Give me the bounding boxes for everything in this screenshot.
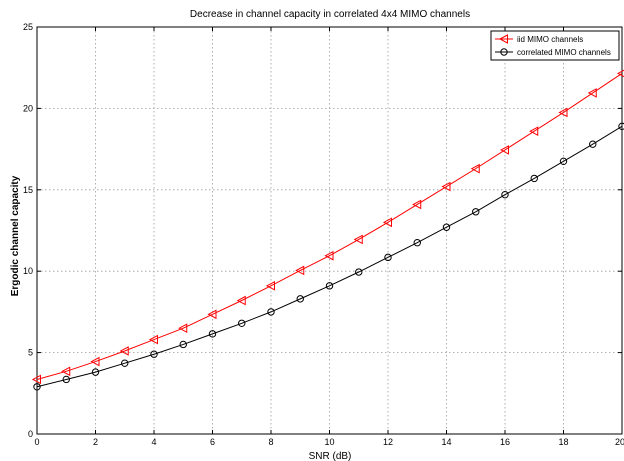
data-point	[238, 319, 246, 327]
data-point	[148, 334, 158, 345]
data-point	[382, 217, 392, 228]
series-0	[31, 69, 624, 385]
data-point	[295, 265, 305, 276]
data-point	[324, 250, 334, 261]
x-tick-label: 6	[210, 437, 215, 447]
data-point	[501, 190, 509, 199]
data-point	[267, 308, 275, 316]
series-1	[33, 122, 624, 391]
x-axis: 0 2 4 6 8 10 12 14 16 18 20	[34, 27, 624, 447]
y-tick-label: 15	[23, 185, 33, 195]
x-tick-label: 2	[93, 437, 98, 447]
data-point	[121, 359, 129, 367]
y-tick-label: 0	[28, 429, 33, 439]
data-point	[265, 281, 275, 291]
data-point	[559, 157, 568, 166]
data-point	[442, 223, 451, 231]
data-point	[119, 346, 129, 356]
legend-label: iid MIMO channels	[517, 35, 583, 44]
y-tick-label: 25	[23, 22, 33, 32]
data-point	[413, 239, 421, 247]
data-point	[91, 368, 100, 376]
data-point	[353, 234, 363, 245]
legend-marker	[498, 34, 508, 44]
y-tick-label: 20	[23, 103, 33, 113]
data-point	[470, 163, 480, 174]
x-tick-label: 12	[383, 437, 393, 447]
data-point	[236, 295, 246, 306]
x-tick-label: 20	[615, 437, 624, 447]
data-point	[61, 366, 71, 377]
data-point	[589, 140, 597, 148]
series-line	[36, 72, 623, 380]
x-axis-label: SNR (dB)	[309, 451, 352, 461]
data-point	[472, 208, 480, 216]
data-point	[178, 323, 188, 334]
data-point	[31, 374, 41, 385]
data-point	[529, 126, 539, 137]
data-point	[499, 145, 509, 155]
data-point	[530, 174, 538, 183]
y-axis: 0 5 10 15 20 25	[23, 22, 622, 439]
data-point	[33, 383, 41, 391]
data-point	[325, 282, 334, 290]
data-point	[208, 330, 217, 338]
x-tick-label: 0	[34, 437, 39, 447]
data-point	[62, 375, 70, 384]
series-line	[36, 125, 623, 388]
y-tick-label: 5	[28, 348, 33, 358]
data-point	[616, 69, 624, 78]
data-point	[412, 199, 422, 210]
data-point	[618, 122, 624, 131]
data-point	[296, 295, 304, 303]
data-point	[150, 350, 158, 358]
data-point	[207, 309, 217, 320]
data-point	[558, 107, 568, 118]
y-axis-label: Ergodic channel capacity	[10, 175, 21, 296]
legend-marker	[500, 48, 508, 56]
data-point	[355, 268, 363, 276]
data-point	[90, 356, 100, 367]
legend-box	[490, 30, 620, 61]
x-tick-label: 18	[558, 437, 568, 447]
x-tick-label: 8	[268, 437, 273, 447]
x-tick-label: 16	[500, 437, 510, 447]
x-tick-label: 10	[324, 437, 334, 447]
chart-title: Decrease in channel capacity in correlat…	[190, 9, 470, 20]
legend: iid MIMO channels correlated MIMO channel…	[490, 30, 620, 61]
data-point	[384, 253, 392, 262]
grid-lines	[37, 27, 622, 434]
x-tick-label: 14	[441, 437, 451, 447]
data-point	[587, 88, 597, 98]
y-tick-label: 10	[23, 266, 33, 276]
legend-label: correlated MIMO channels	[517, 48, 611, 57]
data-point	[179, 340, 187, 349]
data-point	[441, 181, 451, 192]
series-layer	[31, 69, 624, 391]
x-tick-label: 4	[151, 437, 156, 447]
